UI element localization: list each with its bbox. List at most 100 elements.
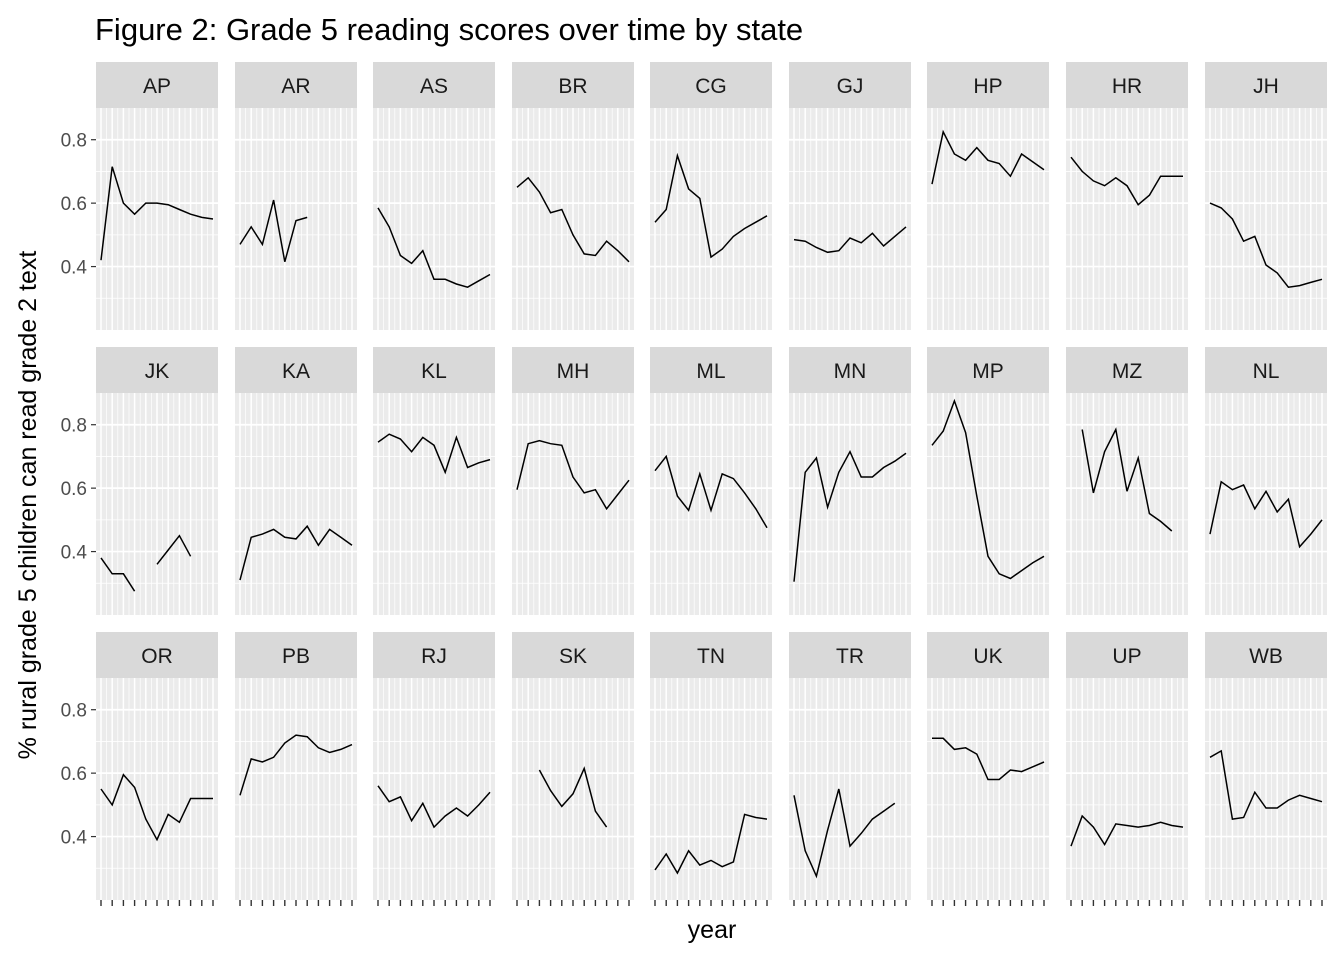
facet-label: MN <box>834 360 867 383</box>
facet-up: UP <box>1066 632 1188 900</box>
facet-label: JK <box>145 360 170 383</box>
facet-uk: UK <box>927 632 1049 900</box>
facet-tr: TR <box>789 632 911 900</box>
series-line-jk <box>156 534 192 565</box>
facet-nl: NL <box>1205 347 1327 615</box>
facet-strip <box>1205 347 1327 393</box>
facet-label: KL <box>421 360 447 383</box>
facet-label: AS <box>420 75 448 98</box>
chart-title: Figure 2: Grade 5 reading scores over ti… <box>95 12 803 47</box>
facet-cg: CG <box>650 62 772 330</box>
facet-label: MP <box>972 360 1004 383</box>
facet-strip <box>1205 62 1327 108</box>
series-line-mp <box>931 398 1045 580</box>
facet-strip <box>1066 632 1188 678</box>
facet-label: OR <box>141 645 173 668</box>
facet-label: RJ <box>421 645 447 668</box>
facet-ka: KA <box>235 347 357 615</box>
series-line-as <box>377 207 491 289</box>
facet-label: MZ <box>1112 360 1142 383</box>
facet-label: MH <box>557 360 590 383</box>
facet-gj: GJ <box>789 62 911 330</box>
series-line-ml <box>654 454 768 529</box>
facet-hr: HR <box>1066 62 1188 330</box>
series-line-jk <box>100 557 136 592</box>
facet-strip <box>512 62 634 108</box>
series-line-ka <box>239 524 353 581</box>
series-line-up <box>1070 814 1184 847</box>
facet-strip <box>650 632 772 678</box>
series-line-or <box>100 773 213 842</box>
facet-label: NL <box>1253 360 1280 383</box>
facet-pb: PB <box>235 632 357 900</box>
facet-as: AS <box>373 62 495 330</box>
facet-strip <box>96 632 218 678</box>
series-line-mn <box>793 450 907 582</box>
facet-label: KA <box>282 360 310 383</box>
x-axes <box>100 900 1323 906</box>
series-line-gj <box>793 226 907 254</box>
series-line-sk <box>538 766 608 828</box>
facet-strip <box>1205 632 1327 678</box>
series-line-ap <box>100 166 214 261</box>
series-line-tr <box>793 788 896 879</box>
series-line-pb <box>239 734 353 796</box>
y-tick-label: 0.8 <box>61 416 87 437</box>
facet-label: AP <box>143 75 171 98</box>
facet-label: UK <box>973 645 1002 668</box>
facet-strip <box>512 632 634 678</box>
series-line-kl <box>377 433 491 475</box>
facet-strip <box>789 632 911 678</box>
y-tick-label: 0.8 <box>61 131 87 152</box>
facet-strip <box>512 347 634 393</box>
facet-mh: MH <box>512 347 634 615</box>
facet-hp: HP <box>927 62 1049 330</box>
facet-label: HP <box>973 75 1002 98</box>
facet-strip <box>373 632 495 678</box>
facet-ml: ML <box>650 347 772 615</box>
y-tick-label: 0.4 <box>61 828 88 849</box>
facet-label: GJ <box>837 75 864 98</box>
facet-strip <box>789 347 911 393</box>
facet-strip <box>373 62 495 108</box>
facet-label: PB <box>282 645 310 668</box>
facet-label: AR <box>281 75 310 98</box>
series-line-ar <box>239 199 308 262</box>
facet-strip <box>927 347 1049 393</box>
y-tick-label: 0.4 <box>61 543 88 564</box>
facet-strip <box>235 632 357 678</box>
facet-strip <box>373 347 495 393</box>
series-line-jh <box>1209 202 1323 289</box>
facet-mp: MP <box>927 347 1049 615</box>
series-line-nl <box>1209 480 1323 549</box>
facet-mn: MN <box>789 347 911 615</box>
x-axis-title: year <box>688 916 737 944</box>
facet-strip <box>96 62 218 108</box>
facet-label: UP <box>1112 645 1141 668</box>
series-line-rj <box>377 785 491 829</box>
facet-label: CG <box>695 75 727 98</box>
facet-strip <box>1066 62 1188 108</box>
facet-br: BR <box>512 62 634 330</box>
facet-label: HR <box>1112 75 1142 98</box>
facet-label: TR <box>836 645 864 668</box>
facet-ap: AP <box>96 62 218 330</box>
facet-mz: MZ <box>1066 347 1188 615</box>
facet-label: JH <box>1253 75 1279 98</box>
facet-strip <box>927 62 1049 108</box>
facet-strip <box>1066 347 1188 393</box>
facet-kl: KL <box>373 347 495 615</box>
facet-label: TN <box>697 645 725 668</box>
facet-panels: AP AR AS BR CG GJ HP HR JH JK KA KL MH ML MN MP MZ NL OR PB… <box>96 62 1327 900</box>
series-line-mh <box>516 439 630 511</box>
facet-strip <box>235 62 357 108</box>
facet-strip <box>789 62 911 108</box>
facet-jk: JK <box>96 347 218 615</box>
facet-ar: AR <box>235 62 357 330</box>
y-tick-label: 0.8 <box>61 701 87 722</box>
series-line-cg <box>654 152 768 259</box>
facet-or: OR <box>96 632 218 900</box>
y-tick-label: 0.6 <box>61 194 87 215</box>
facet-tn: TN <box>650 632 772 900</box>
